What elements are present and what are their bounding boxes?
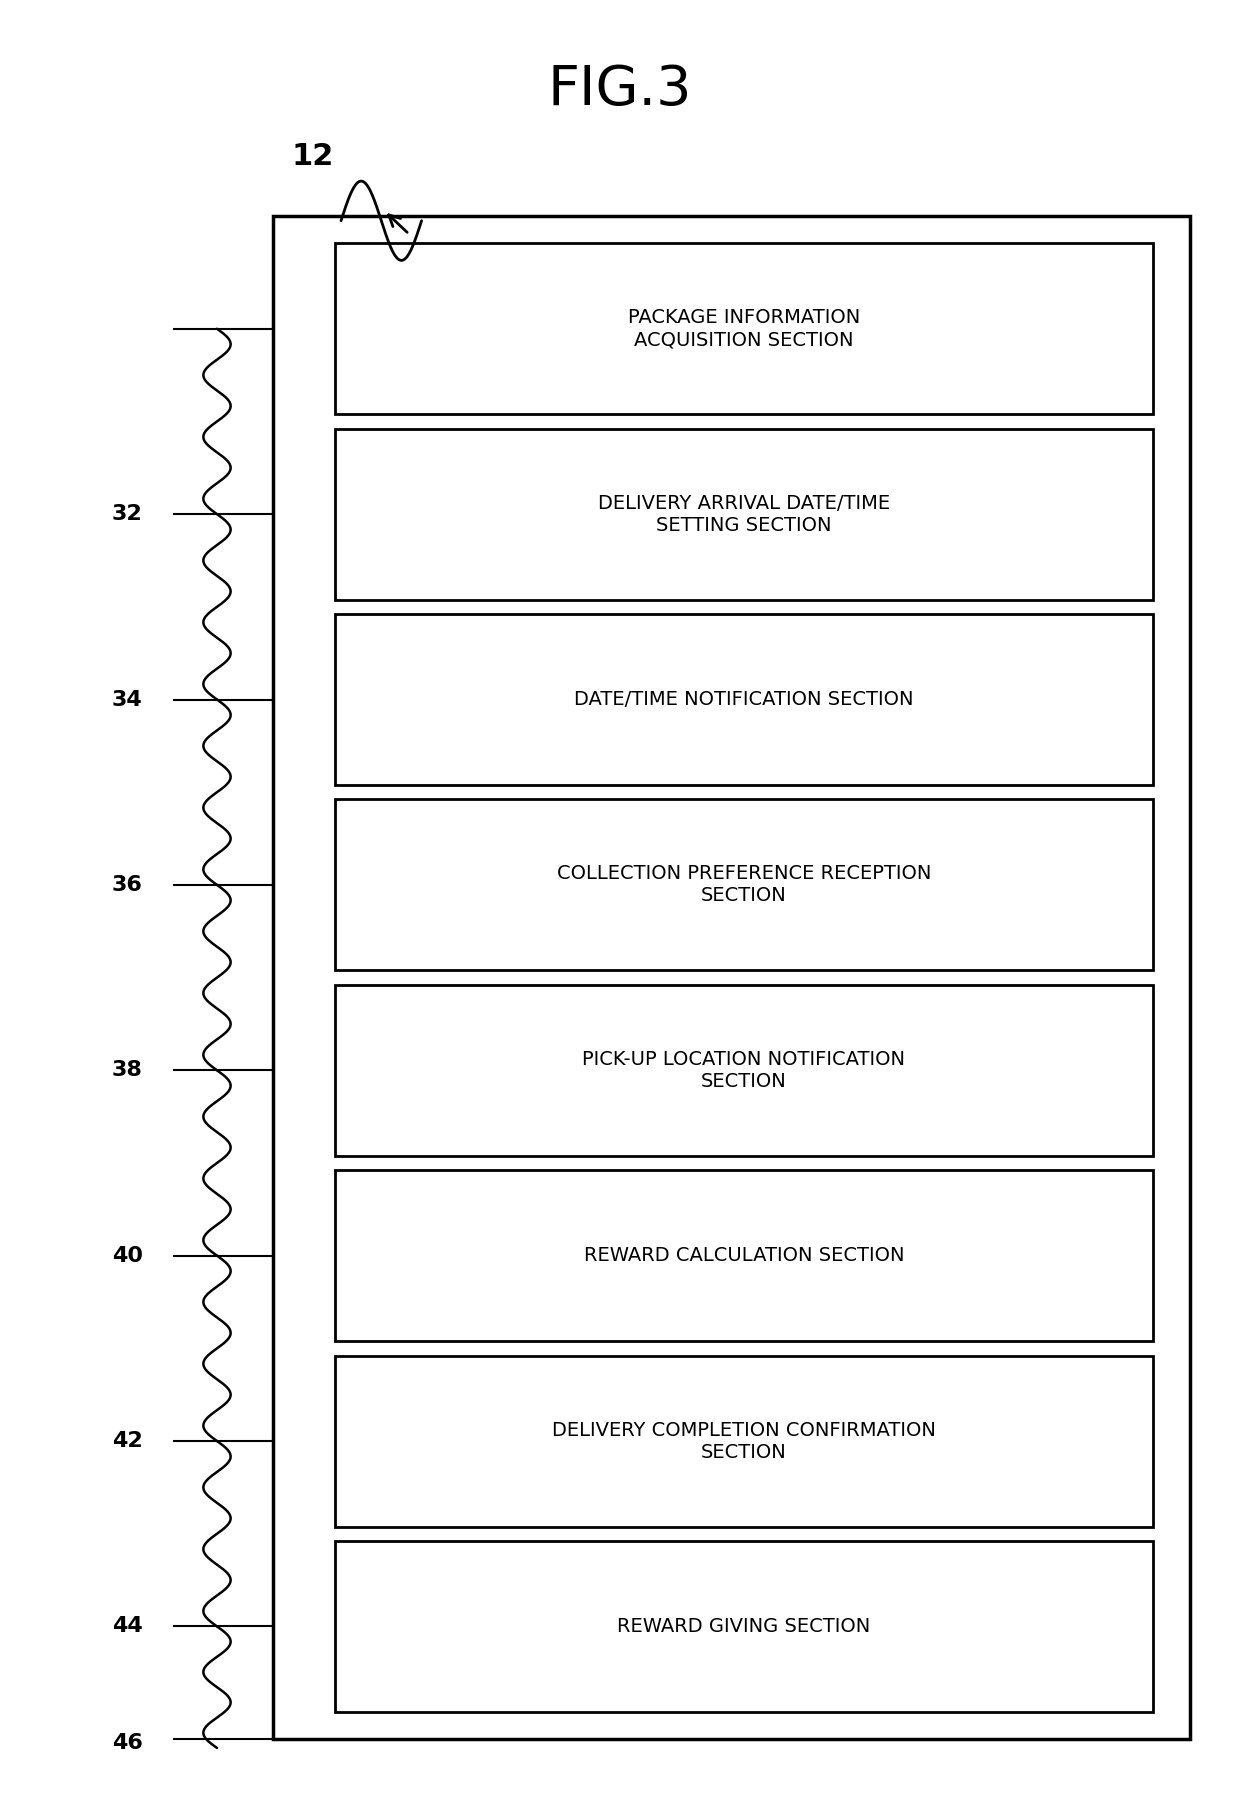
Text: 42: 42 xyxy=(112,1431,143,1451)
Bar xyxy=(335,984,1153,1155)
Bar xyxy=(335,614,1153,786)
Text: DELIVERY ARRIVAL DATE/TIME
SETTING SECTION: DELIVERY ARRIVAL DATE/TIME SETTING SECTI… xyxy=(598,494,890,535)
Bar xyxy=(335,800,1153,969)
Text: 12: 12 xyxy=(291,142,334,171)
Bar xyxy=(273,216,1190,1739)
Text: 38: 38 xyxy=(112,1060,143,1079)
Text: COLLECTION PREFERENCE RECEPTION
SECTION: COLLECTION PREFERENCE RECEPTION SECTION xyxy=(557,865,931,905)
Text: FIG.3: FIG.3 xyxy=(548,63,692,117)
Bar xyxy=(335,243,1153,414)
Bar xyxy=(335,1355,1153,1526)
Text: PICK-UP LOCATION NOTIFICATION
SECTION: PICK-UP LOCATION NOTIFICATION SECTION xyxy=(583,1051,905,1090)
Text: 46: 46 xyxy=(112,1732,143,1753)
Text: 44: 44 xyxy=(112,1616,143,1636)
Text: REWARD CALCULATION SECTION: REWARD CALCULATION SECTION xyxy=(584,1247,904,1265)
Bar xyxy=(335,1169,1153,1341)
Text: DATE/TIME NOTIFICATION SECTION: DATE/TIME NOTIFICATION SECTION xyxy=(574,690,914,708)
Bar xyxy=(335,1541,1153,1712)
Text: DELIVERY COMPLETION CONFIRMATION
SECTION: DELIVERY COMPLETION CONFIRMATION SECTION xyxy=(552,1420,936,1461)
Text: 32: 32 xyxy=(112,505,143,524)
Text: 40: 40 xyxy=(112,1245,143,1265)
Text: 36: 36 xyxy=(112,876,143,896)
Text: REWARD GIVING SECTION: REWARD GIVING SECTION xyxy=(618,1616,870,1636)
Bar xyxy=(335,429,1153,600)
Text: PACKAGE INFORMATION
ACQUISITION SECTION: PACKAGE INFORMATION ACQUISITION SECTION xyxy=(627,308,861,350)
Text: 34: 34 xyxy=(112,690,143,710)
